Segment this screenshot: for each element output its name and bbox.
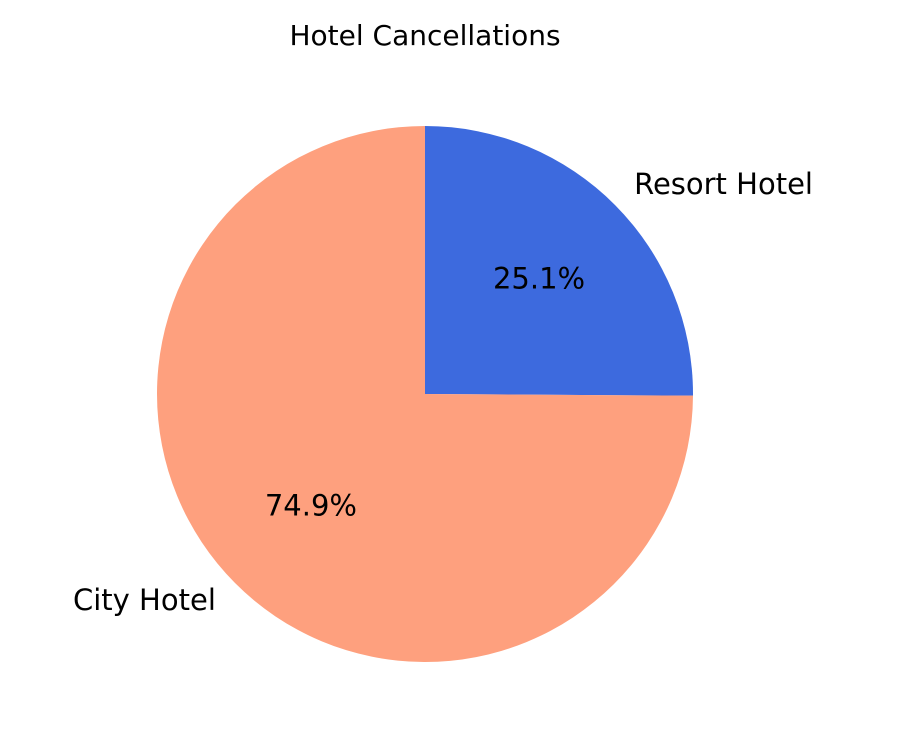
chart-title: Hotel Cancellations [289,19,560,52]
pie-slices [157,126,693,662]
pie-slice-resort-hotel [425,126,693,396]
pie-slice-city-hotel [157,126,693,662]
slice-label-city-hotel: City Hotel [73,583,216,617]
pie-labels: Resort Hotel 25.1% City Hotel 74.9% [73,167,813,617]
slice-percent-city-hotel: 74.9% [265,488,357,522]
slice-percent-resort-hotel: 25.1% [493,262,585,296]
slice-label-resort-hotel: Resort Hotel [634,167,813,201]
